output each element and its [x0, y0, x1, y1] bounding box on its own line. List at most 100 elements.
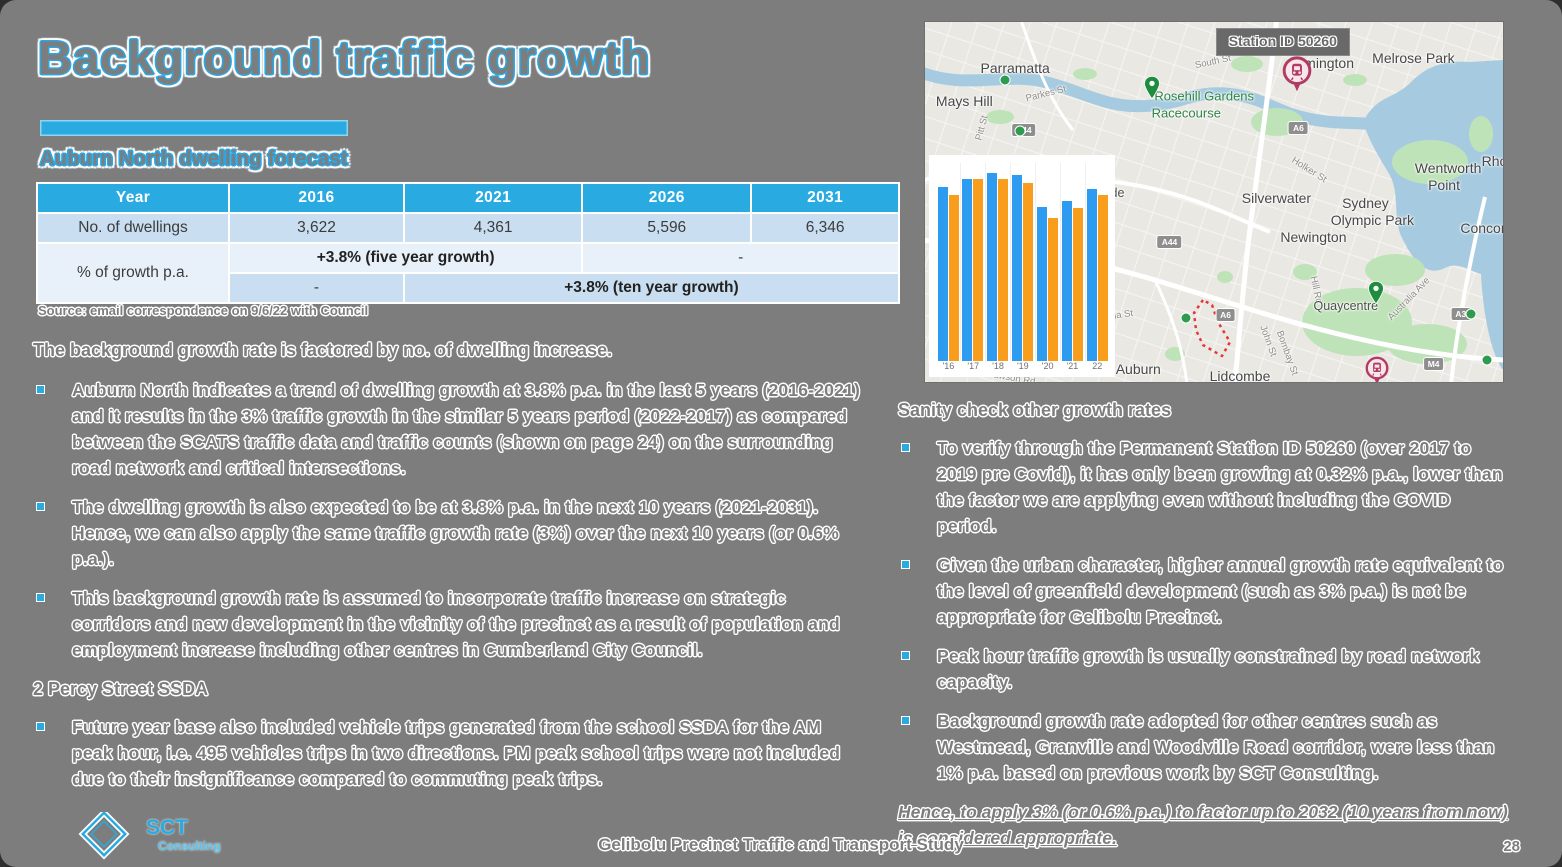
chart-bar-series-orange	[948, 194, 959, 362]
rosehill-gardens-pin-icon	[1142, 74, 1162, 107]
bullet-item: Auburn North indicates a trend of dwelli…	[33, 377, 861, 481]
table-source: Source: email correspondence on 9/6/22 w…	[38, 303, 369, 318]
bullet-text: Auburn North indicates a trend of dwelli…	[72, 380, 861, 478]
quaycentre-pin-icon	[1366, 279, 1386, 312]
chart-bar-series-blue	[962, 178, 973, 362]
transit-stop-icon	[999, 74, 1011, 86]
station-id-callout: Station ID 50260	[1215, 27, 1350, 56]
bullet-item: This background growth rate is assumed t…	[33, 585, 861, 663]
chart-bar-series-orange	[1023, 182, 1034, 362]
map-base-art	[925, 22, 1503, 382]
col-header-year: Year	[38, 184, 228, 212]
chart-x-tick: '21	[1066, 361, 1079, 372]
growth-row2-dash: -	[229, 274, 403, 302]
left-bullet-list: Auburn North indicates a trend of dwelli…	[33, 377, 861, 663]
col-header-2021: 2021	[404, 184, 582, 212]
col-header-2031: 2031	[752, 184, 898, 212]
conclusion-statement: Hence, to apply 3% (or 0.6% p.a.) to fac…	[898, 802, 1508, 848]
parramatta-river	[925, 67, 1376, 130]
chart-bar-series-blue	[1037, 206, 1048, 362]
sct-consulting-logo: SCT Consulting	[74, 808, 304, 864]
left-column: The background growth rate is factored b…	[33, 337, 861, 805]
row-label-dwellings: No. of dwellings	[38, 214, 228, 242]
bullet-item: The dwelling growth is also expected to …	[33, 494, 861, 572]
bullet-marker	[902, 652, 909, 659]
chart-bar-series-blue	[1062, 200, 1073, 362]
map-label: Sydney	[1342, 195, 1389, 212]
bullet-marker	[37, 723, 44, 730]
route-badge: A44	[1157, 235, 1182, 248]
col-header-2016: 2016	[229, 184, 403, 212]
sanity-check-heading: Sanity check other growth rates	[898, 400, 1172, 420]
bullet-text: To verify through the Permanent Station …	[937, 438, 1503, 536]
chart-bar-group	[961, 162, 986, 362]
chart-bar-series-orange	[973, 178, 984, 362]
dwellings-2031: 6,346	[752, 214, 898, 242]
chart-bar-series-blue	[987, 172, 998, 362]
accent-bar	[40, 120, 348, 136]
chart-plot-area	[936, 162, 1110, 362]
footer-study-title: Gelibolu Precinct Traffic and Transport …	[598, 835, 964, 854]
growth-ten-year: +3.8% (ten year growth)	[404, 274, 898, 302]
bullet-item: To verify through the Permanent Station …	[898, 435, 1512, 539]
chart-bar-group	[1086, 163, 1110, 362]
bullet-text: Given the urban character, higher annual…	[937, 555, 1504, 627]
table-caption: Auburn North dwelling forecast	[40, 148, 348, 170]
map-label: Point	[1428, 176, 1460, 193]
map-label: Newington	[1280, 229, 1347, 246]
bullet-text: Peak hour traffic growth is usually cons…	[937, 646, 1480, 692]
bullet-text: This background growth rate is assumed t…	[72, 588, 840, 660]
route-badge: A6	[1288, 122, 1308, 135]
bullet-text: Future year base also included vehicle t…	[72, 717, 841, 789]
precinct-boundary	[1192, 298, 1232, 358]
dwellings-2026: 5,596	[583, 214, 751, 242]
bullet-marker	[902, 444, 909, 451]
bullet-marker	[37, 503, 44, 510]
bullet-marker	[902, 561, 909, 568]
map-label: Wentworth	[1414, 159, 1482, 176]
transit-stop-icon	[1481, 354, 1493, 366]
chart-bar-series-orange	[1098, 194, 1109, 362]
left-subbullet-list: Future year base also included vehicle t…	[33, 714, 861, 792]
bullet-item: Future year base also included vehicle t…	[33, 714, 861, 792]
chart-bar-series-orange	[1048, 218, 1059, 362]
bullet-marker	[37, 594, 44, 601]
chart-bar-group	[1011, 162, 1036, 362]
transit-stop-icon	[1014, 125, 1026, 137]
chart-bar-series-blue	[937, 186, 948, 362]
station-50260-marker-train-icon	[1282, 56, 1312, 99]
dwellings-2021: 4,361	[404, 214, 582, 242]
chart-x-tick: 22	[1092, 361, 1103, 372]
map-label: Concord	[1460, 220, 1503, 237]
map-label: Auburn	[1115, 360, 1161, 377]
percy-street-subheading: 2 Percy Street SSDA	[33, 679, 209, 699]
transit-stop-icon	[1180, 312, 1192, 324]
station-traffic-chart: '16 '17 '18 '19 '20 '21 22	[929, 154, 1115, 378]
chart-bar-series-orange	[998, 178, 1009, 362]
right-column: Sanity check other growth rates To verif…	[898, 397, 1512, 851]
map-label: Quaycentre	[1313, 299, 1379, 314]
bullet-item: Background growth rate adopted for other…	[898, 708, 1512, 786]
row-label-growth: % of growth p.a.	[38, 244, 228, 302]
chart-bar-series-blue	[1012, 174, 1023, 362]
col-header-2026: 2026	[583, 184, 751, 212]
bullet-text: The dwelling growth is also expected to …	[72, 497, 839, 569]
chart-bar-series-blue	[1087, 188, 1098, 362]
route-badge: A6	[1216, 309, 1235, 322]
page-title: Background traffic growth	[38, 31, 651, 84]
growth-row1-dash: -	[583, 244, 898, 272]
logo-subname: Consulting	[158, 839, 221, 853]
map-label: Lidcombe	[1209, 367, 1271, 382]
chart-x-tick: '19	[1016, 361, 1029, 372]
chart-x-tick: '16	[942, 361, 955, 372]
chart-x-tick: '18	[992, 361, 1004, 372]
lidcombe-station-marker-train-icon	[1365, 356, 1389, 382]
logo-diamond-icon	[78, 808, 130, 860]
table-header-row: Year 2016 2021 2026 2031	[38, 184, 898, 212]
bullet-marker	[902, 717, 909, 724]
table-row: - +3.8% (ten year growth)	[38, 274, 898, 302]
bullet-marker	[37, 386, 44, 393]
map-label: Mays Hill	[935, 93, 993, 110]
bullet-item: Peak hour traffic growth is usually cons…	[898, 643, 1512, 695]
